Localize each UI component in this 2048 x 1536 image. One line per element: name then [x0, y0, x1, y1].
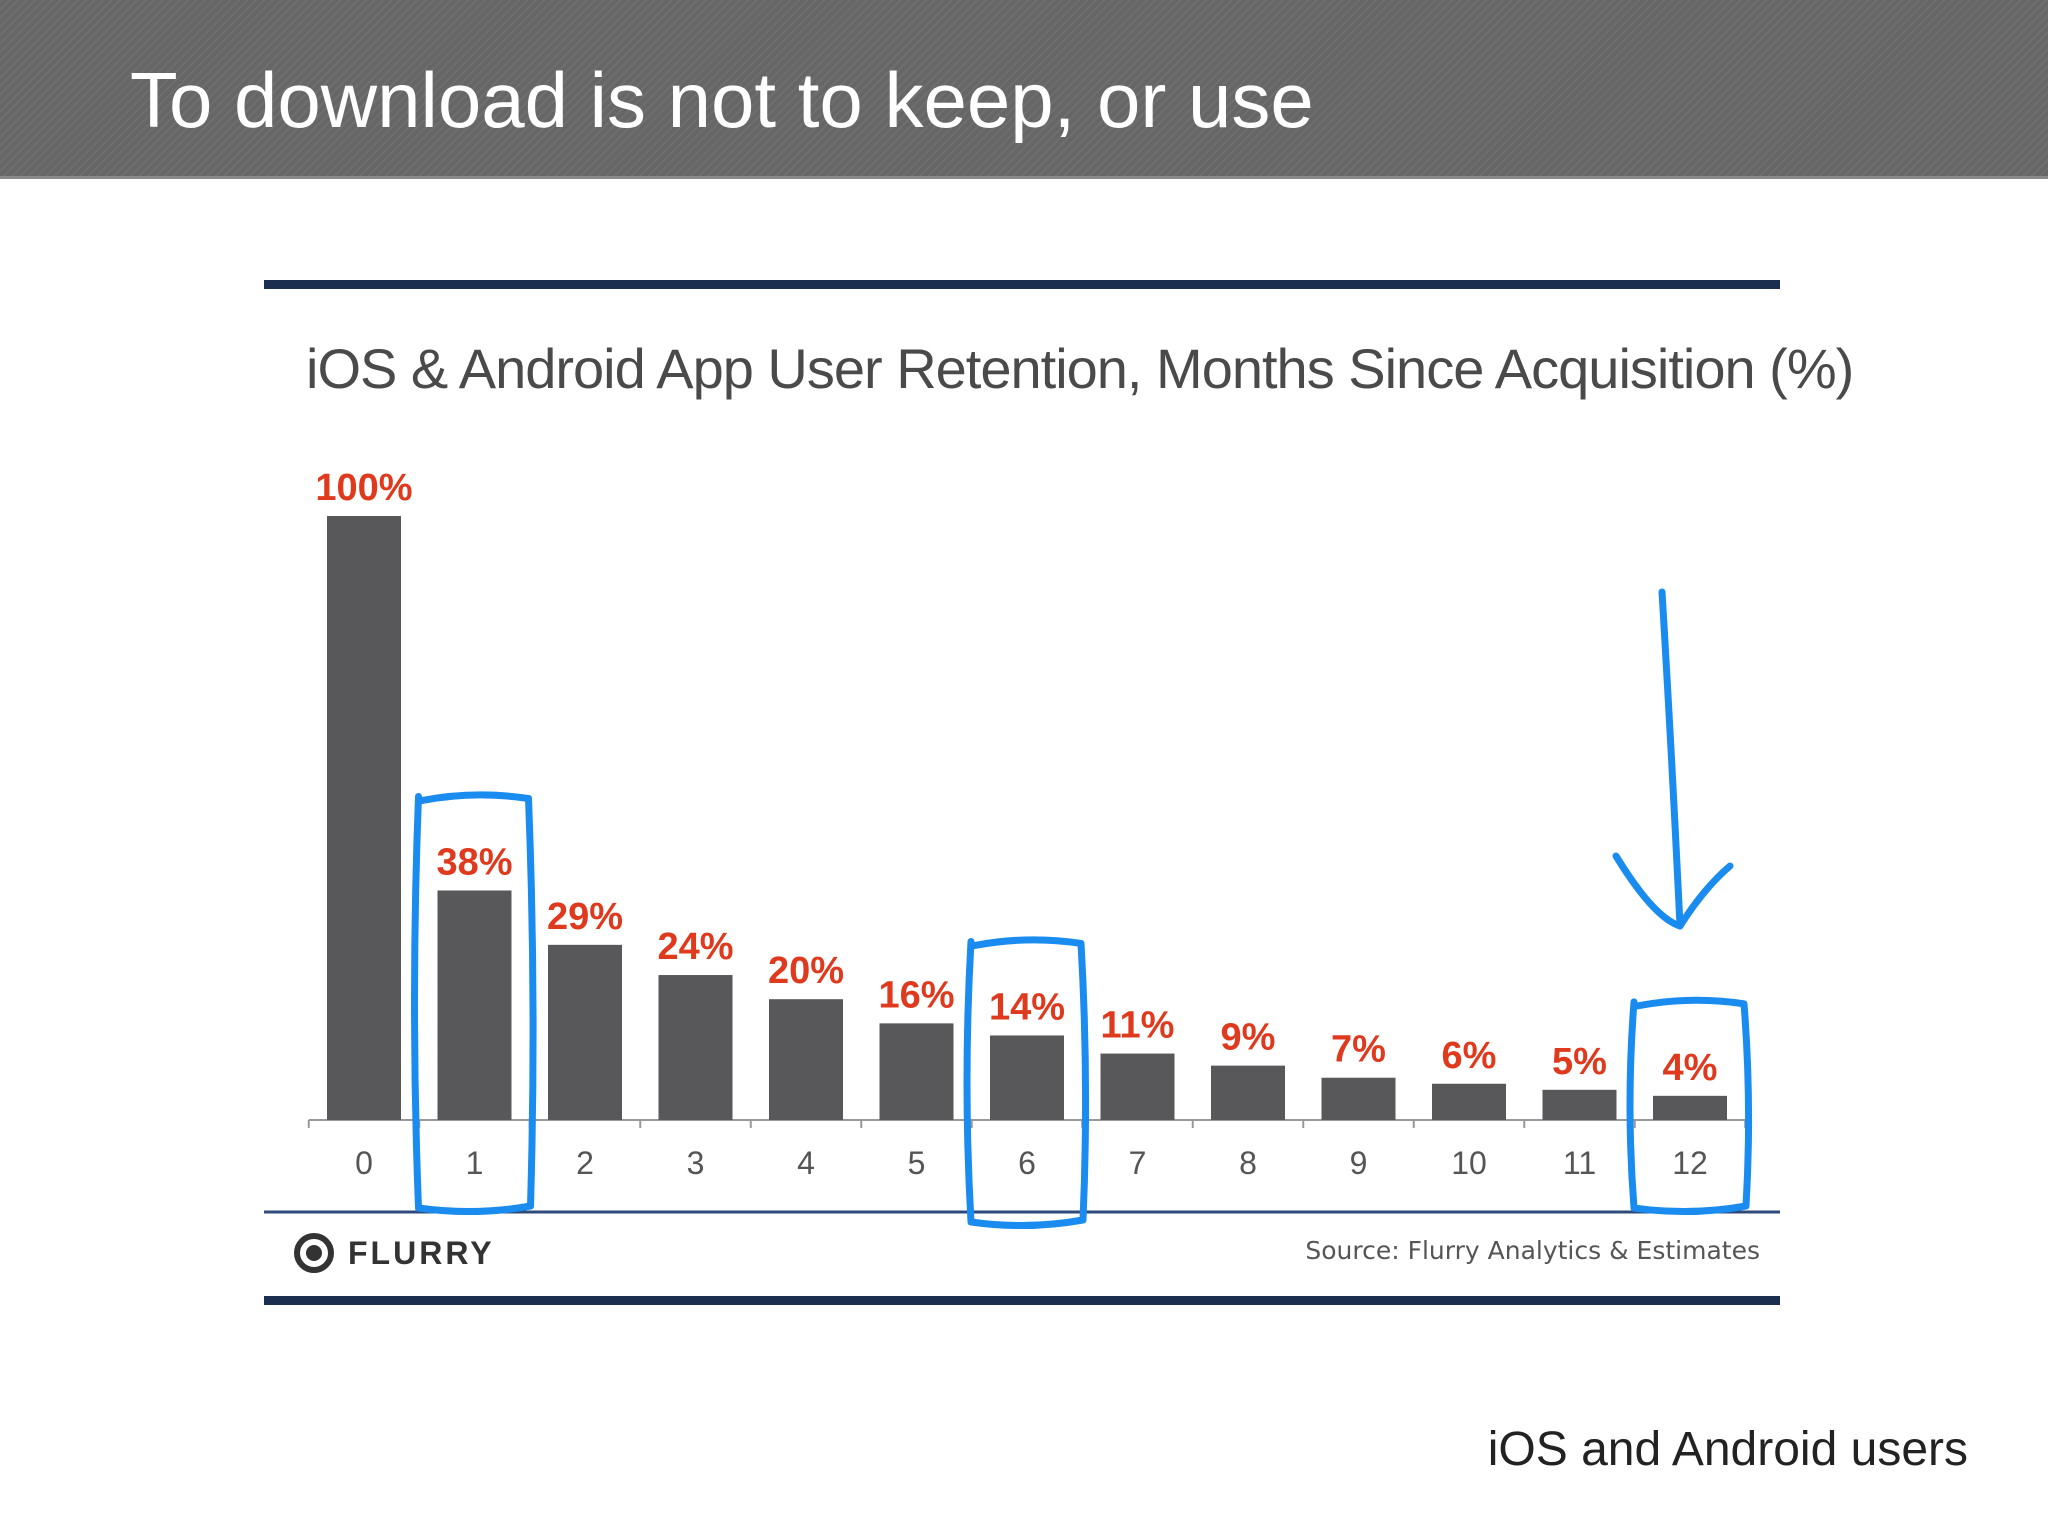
bar-month-6 [990, 1035, 1064, 1120]
data-label-month-7: 11% [1101, 1005, 1175, 1047]
data-label-month-6: 14% [989, 986, 1065, 1028]
slide-title: To download is not to keep, or use [130, 56, 1314, 144]
slide-header: To download is not to keep, or use [0, 0, 2048, 179]
data-label-month-5: 16% [878, 974, 954, 1016]
top-rule [264, 280, 1780, 289]
data-label-month-12: 4% [1663, 1047, 1718, 1089]
bar-month-11 [1542, 1089, 1617, 1120]
bar-month-5 [879, 1023, 954, 1120]
x-tick-label-6: 6 [1018, 1145, 1036, 1181]
x-tick-label-5: 5 [908, 1145, 926, 1181]
x-tick-label-4: 4 [797, 1145, 815, 1181]
data-label-month-10: 6% [1442, 1035, 1497, 1077]
x-tick-label-3: 3 [687, 1145, 705, 1181]
bar-month-7 [1100, 1053, 1175, 1120]
highlight-box-month-1 [411, 791, 537, 1216]
source-note: Source: Flurry Analytics & Estimates [1305, 1236, 1760, 1265]
highlight-box-month-6 [963, 936, 1090, 1230]
x-tick-label-1: 1 [466, 1145, 484, 1181]
bar-month-4 [769, 999, 843, 1120]
x-tick-label-7: 7 [1129, 1145, 1147, 1181]
data-label-month-0: 100% [315, 467, 412, 509]
flurry-logo: FLURRY [294, 1228, 495, 1278]
bar-month-12 [1653, 1095, 1727, 1120]
x-tick-label-0: 0 [355, 1145, 373, 1181]
x-tick-label-2: 2 [576, 1145, 594, 1181]
highlight-box-month-12 [1626, 996, 1753, 1216]
chart-title: iOS & Android App User Retention, Months… [306, 337, 1854, 400]
bottom-rule [264, 1296, 1780, 1305]
x-tick-label-9: 9 [1350, 1145, 1368, 1181]
data-label-month-2: 29% [547, 896, 623, 938]
data-label-month-9: 7% [1331, 1029, 1386, 1071]
bar-month-1 [437, 890, 512, 1120]
data-label-month-3: 24% [657, 926, 733, 968]
x-tick-label-12: 12 [1672, 1145, 1708, 1181]
arrow-head-icon [1612, 852, 1734, 930]
x-tick-label-10: 10 [1451, 1145, 1487, 1181]
x-tick-label-8: 8 [1239, 1145, 1257, 1181]
data-label-month-1: 38% [436, 841, 512, 883]
data-label-month-4: 20% [768, 950, 844, 992]
bar-month-0 [327, 516, 401, 1120]
bar-month-8 [1211, 1065, 1285, 1120]
flurry-logo-text: FLURRY [348, 1234, 495, 1271]
data-label-month-11: 5% [1552, 1041, 1607, 1083]
bar-month-9 [1321, 1077, 1396, 1120]
footer-note: iOS and Android users [1487, 1423, 1968, 1476]
bar-month-2 [548, 944, 622, 1120]
bar-month-3 [658, 975, 733, 1120]
flurry-logo-icon [294, 1233, 334, 1273]
bar-month-10 [1432, 1083, 1506, 1120]
arrow-down-icon [1658, 588, 1684, 930]
chart-figure: 100% 0 38% 1 29% 2 24% 3 20% 4 16% 5 14% 6 11% 7 9% 8 7% 9 6… [264, 278, 1854, 1308]
retention-bar-chart: 100% 0 38% 1 29% 2 24% 3 20% 4 16% 5 14% 6 11% 7 9% 8 7% 9 6… [264, 280, 1780, 1305]
data-label-month-8: 9% [1221, 1017, 1276, 1059]
x-tick-label-11: 11 [1563, 1145, 1596, 1181]
